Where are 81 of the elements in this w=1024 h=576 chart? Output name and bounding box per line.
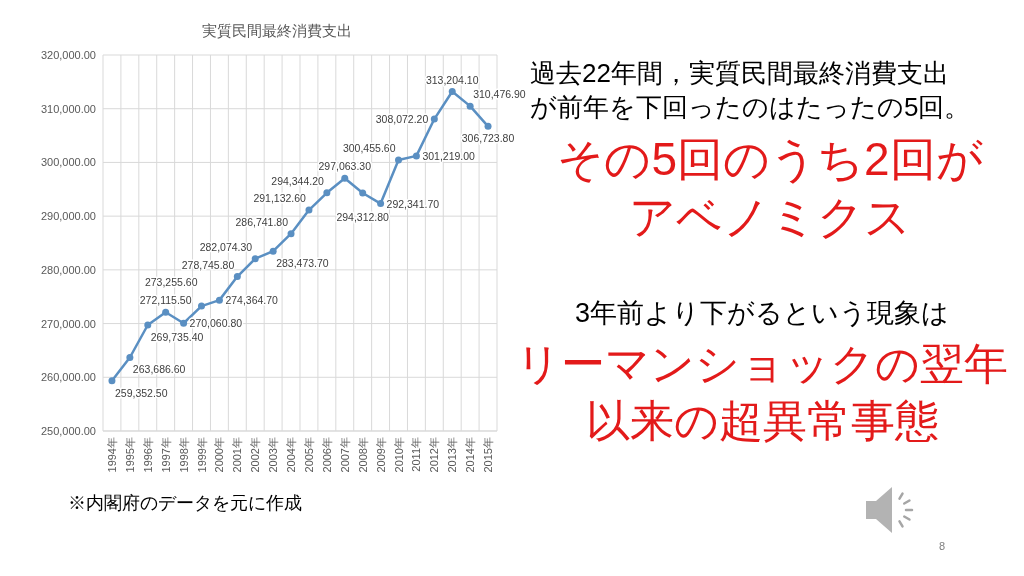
y-tick-label: 280,000.00 [40,263,96,276]
data-label: 273,255.60 [144,276,198,289]
y-tick-label: 320,000.00 [40,49,96,61]
x-tick-label: 1996年 [141,437,154,473]
point [448,88,456,95]
x-tick-label: 2003年 [267,437,280,473]
data-label: 259,352.50 [114,386,168,399]
x-tick-label: 1994年 [105,437,118,473]
data-label: 300,455.60 [342,141,396,154]
point [180,319,188,327]
text: 8 [937,540,947,554]
x-tick-label: 2009年 [374,437,387,473]
point [430,115,438,123]
data-label: 313,204.10 [425,73,479,86]
x-tick-label: 2011年 [410,437,423,472]
x-tick-label: 1998年 [177,437,190,473]
x-tick-label: 2014年 [464,437,477,473]
y-tick-label: 260,000.00 [40,371,96,384]
data-label: 263,686.60 [132,363,186,376]
text: 3年前より下がるという現象は [574,297,950,330]
x-tick-label: 1995年 [123,437,136,473]
x-tick-label: 2007年 [338,437,351,473]
point [395,156,402,164]
data-label: 306,723.80 [461,132,515,145]
x-tick-label: 2013年 [446,437,459,473]
point [233,273,241,281]
data-label: 308,072.20 [375,113,429,126]
data-label: 286,741.80 [235,215,289,228]
x-tick-label: 2015年 [482,437,495,473]
data-label: 310,476.90 [473,88,526,101]
data-label: 294,344.20 [271,174,325,187]
y-tick-label: 250,000.00 [40,425,96,437]
x-tick-label: 1999年 [195,437,208,473]
point [466,102,474,110]
data-label: 292,341.70 [386,197,440,210]
y-tick-label: 270,000.00 [40,317,96,330]
point [412,152,420,160]
x-tick-label: 2002年 [249,437,262,473]
y-tick-label: 290,000.00 [40,210,96,223]
point [269,247,277,255]
data-label: 274,364.70 [225,294,279,307]
point [215,296,223,304]
data-label: 272,115.50 [139,294,192,307]
point [377,200,385,208]
text: 過去22年間，実質民間最終消費支出が前年を下回ったのはたったの5回。 [530,57,972,125]
data-label: 297,063.30 [318,160,372,173]
point [162,308,170,316]
text: その5回のうち2回がアベノミクス [556,132,984,245]
chart-title: 実質民間最終消費支出 [202,22,352,39]
point [305,206,313,214]
point [108,377,116,385]
x-tick-label: 2008年 [356,437,369,473]
point [341,174,349,182]
point [144,321,152,329]
point [198,302,205,310]
data-label: 301,219.00 [422,149,476,162]
data-label: 270,060.80 [189,317,243,330]
data-label: 269,735.40 [150,330,204,343]
data-label: 291,132.60 [253,192,307,205]
point [251,255,259,263]
point [359,189,367,197]
x-tick-label: 1997年 [159,437,172,473]
x-tick-label: 2010年 [392,437,405,473]
point [323,189,331,197]
x-tick-label: 2000年 [213,437,226,473]
point [287,230,295,238]
x-tick-label: 2005年 [302,437,315,473]
data-label: 283,473.70 [276,257,329,270]
data-label: 294,312.80 [336,210,390,223]
data-label: 282,074.30 [199,240,253,253]
y-tick-label: 310,000.00 [40,102,96,115]
x-tick-label: 2004年 [285,437,298,473]
x-tick-label: 2006年 [320,437,333,473]
point [126,353,134,361]
text: ※内閣府のデータを元に作成 [68,492,303,515]
x-tick-label: 2001年 [231,437,244,473]
y-tick-label: 300,000.00 [40,156,96,169]
text: リーマンショックの翌年以来の超異常事態 [515,338,1009,448]
x-tick-label: 2012年 [428,437,441,473]
point [484,122,492,130]
data-label: 278,745.80 [181,258,235,271]
